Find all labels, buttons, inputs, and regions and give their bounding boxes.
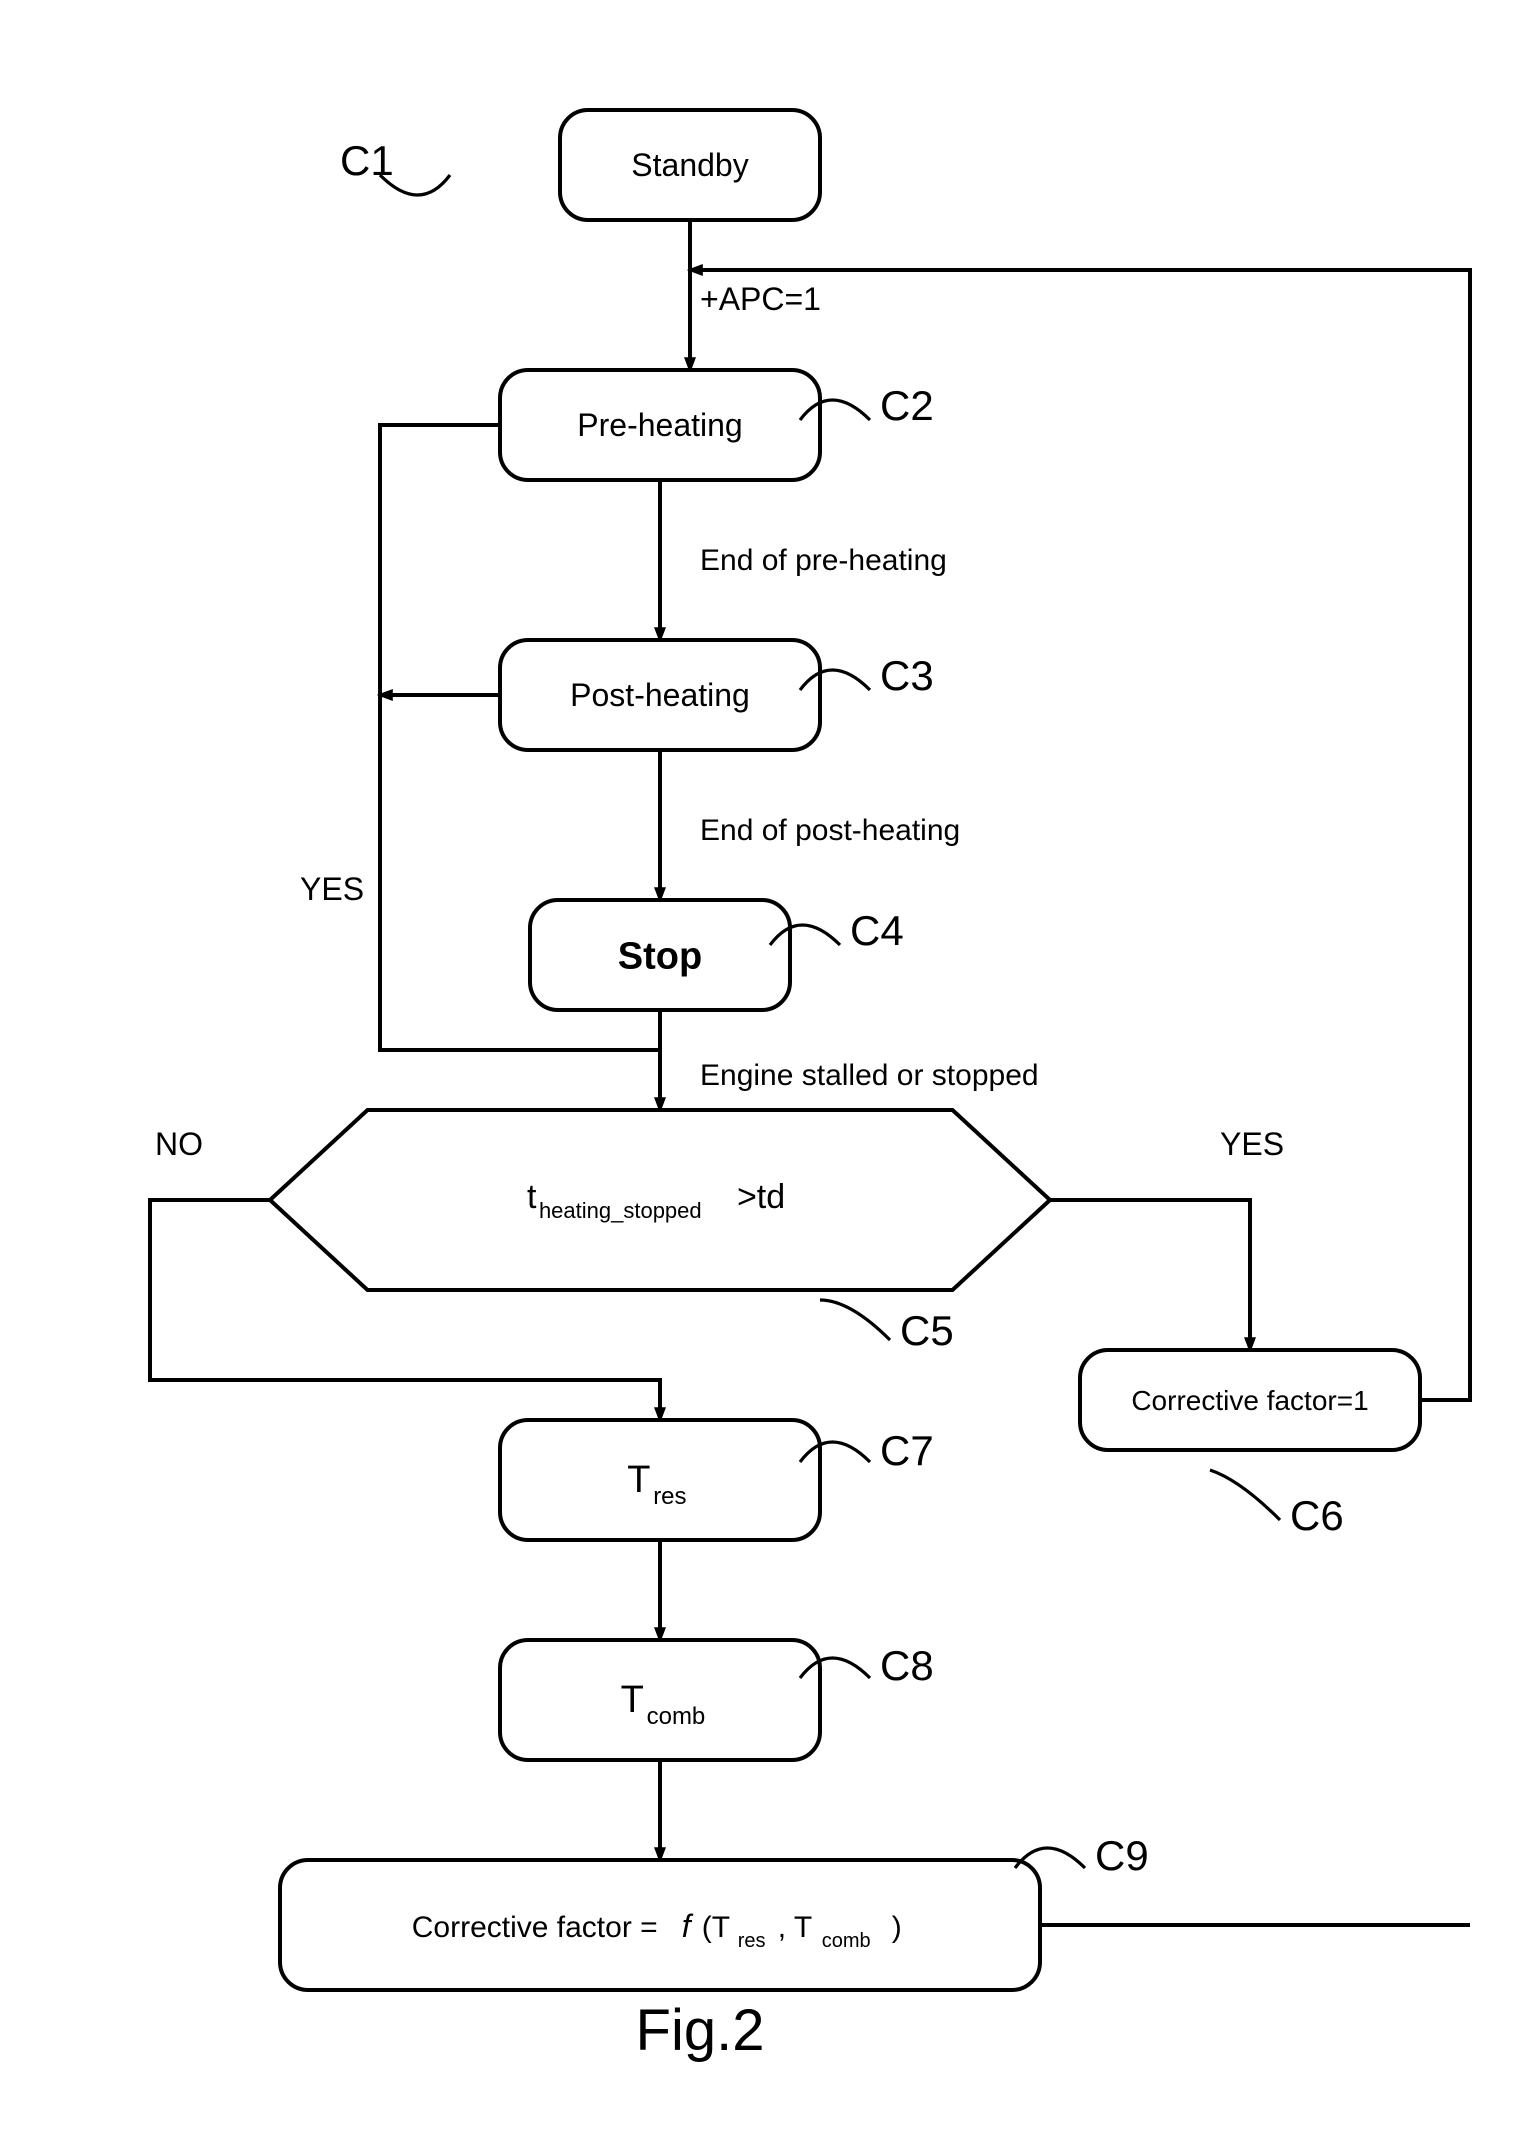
ref-label-c5: C5 [900,1307,954,1354]
ref-label-c3: C3 [880,652,934,699]
edge-label-no: NO [155,1126,203,1162]
ref-tail-c5 [820,1300,890,1340]
edge-label-yes_left: YES [300,871,364,907]
edge-label-apc: +APC=1 [700,281,821,317]
ref-label-c8: C8 [880,1642,934,1689]
ref-label-c2: C2 [880,382,934,429]
node-c2: Pre-heating [500,370,820,480]
node-label-c3: Post-heating [570,677,750,713]
flowchart-diagram: Standby Pre-heating Post-heating Stop theati… [0,0,1535,2149]
node-c3: Post-heating [500,640,820,750]
node-label-c1: Standby [631,147,748,183]
node-label-c2: Pre-heating [577,407,742,443]
edge-label-end_pre: End of pre-heating [700,544,947,577]
ref-label-c4: C4 [850,907,904,954]
ref-label-c1: C1 [340,137,394,184]
node-label-c4: Stop [618,935,702,977]
edge-label-end_post: End of post-heating [700,814,960,847]
ref-label-c7: C7 [880,1427,934,1474]
edge-label-yes_right: YES [1220,1126,1284,1162]
ref-tail-c6 [1210,1470,1280,1520]
node-c6: Corrective factor=1 [1080,1350,1420,1450]
node-c5: theating_stopped>td [270,1110,1050,1290]
edge-label-engine: Engine stalled or stopped [700,1059,1039,1092]
node-c8: Tcomb [500,1640,820,1760]
ref-label-c9: C9 [1095,1832,1149,1879]
node-label-c6: Corrective factor=1 [1131,1385,1368,1416]
node-c7: Tres [500,1420,820,1540]
node-c1: Standby [560,110,820,220]
figure-caption: Fig.2 [636,1998,765,2063]
ref-label-c6: C6 [1290,1492,1344,1539]
edge-c5-yes [1050,1200,1250,1350]
node-c4: Stop [530,900,790,1010]
node-c9: Corrective factor =f(Tres, Tcomb) [280,1860,1040,1990]
